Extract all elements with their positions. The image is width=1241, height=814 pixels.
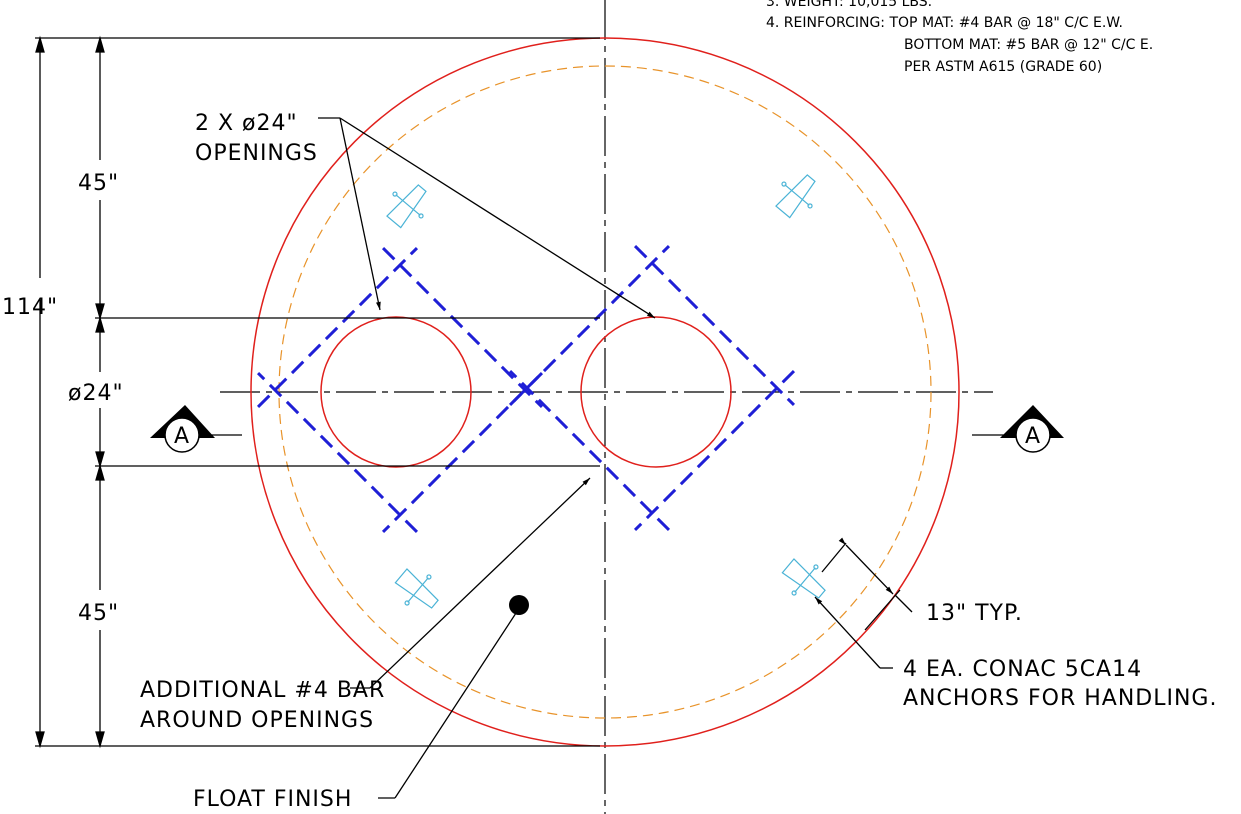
callout: 2 X ø24": [195, 111, 298, 136]
rebar-outline: [278, 65, 932, 719]
dimension-label: 45": [78, 171, 119, 196]
callout: 4 EA. CONAC 5CA14: [903, 657, 1142, 682]
leaders: [318, 117, 893, 799]
callout: AROUND OPENINGS: [140, 708, 374, 733]
bar-line: [633, 244, 796, 407]
callout: FLOAT FINISH: [193, 787, 352, 812]
callout: ANCHORS FOR HANDLING.: [903, 686, 1217, 711]
dimension-label: 45": [78, 601, 119, 626]
bar-line: [633, 369, 796, 532]
dimension-label: ø24": [68, 381, 124, 406]
bar-line: [508, 369, 671, 532]
section-label: A: [174, 424, 190, 449]
opening: [580, 316, 732, 468]
opening: [320, 316, 472, 468]
bar-line: [256, 371, 419, 534]
dimension-label: 13" TYP.: [926, 601, 1023, 626]
callout: ADDITIONAL #4 BAR: [140, 678, 385, 703]
section-marker: A: [150, 405, 242, 453]
bar-line: [256, 246, 419, 409]
anchors: [386, 174, 826, 609]
dimensions: [35, 35, 913, 749]
note: 3. WEIGHT: 10,015 LBS.: [766, 0, 932, 10]
opening-bars: [256, 244, 796, 534]
dimension-label: 114": [2, 295, 58, 320]
bar-line: [381, 246, 544, 409]
section-marker: A: [972, 405, 1064, 453]
callout: OPENINGS: [195, 141, 318, 166]
section-label: A: [1025, 424, 1041, 449]
note: 4. REINFORCING: TOP MAT: #4 BAR @ 18" C/…: [766, 15, 1123, 31]
note: BOTTOM MAT: #5 BAR @ 12" C/C E.: [904, 37, 1153, 53]
float-finish-mark: [509, 595, 529, 615]
note: PER ASTM A615 (GRADE 60): [904, 59, 1102, 75]
slab-outline: [250, 37, 960, 747]
bar-line: [508, 244, 671, 407]
